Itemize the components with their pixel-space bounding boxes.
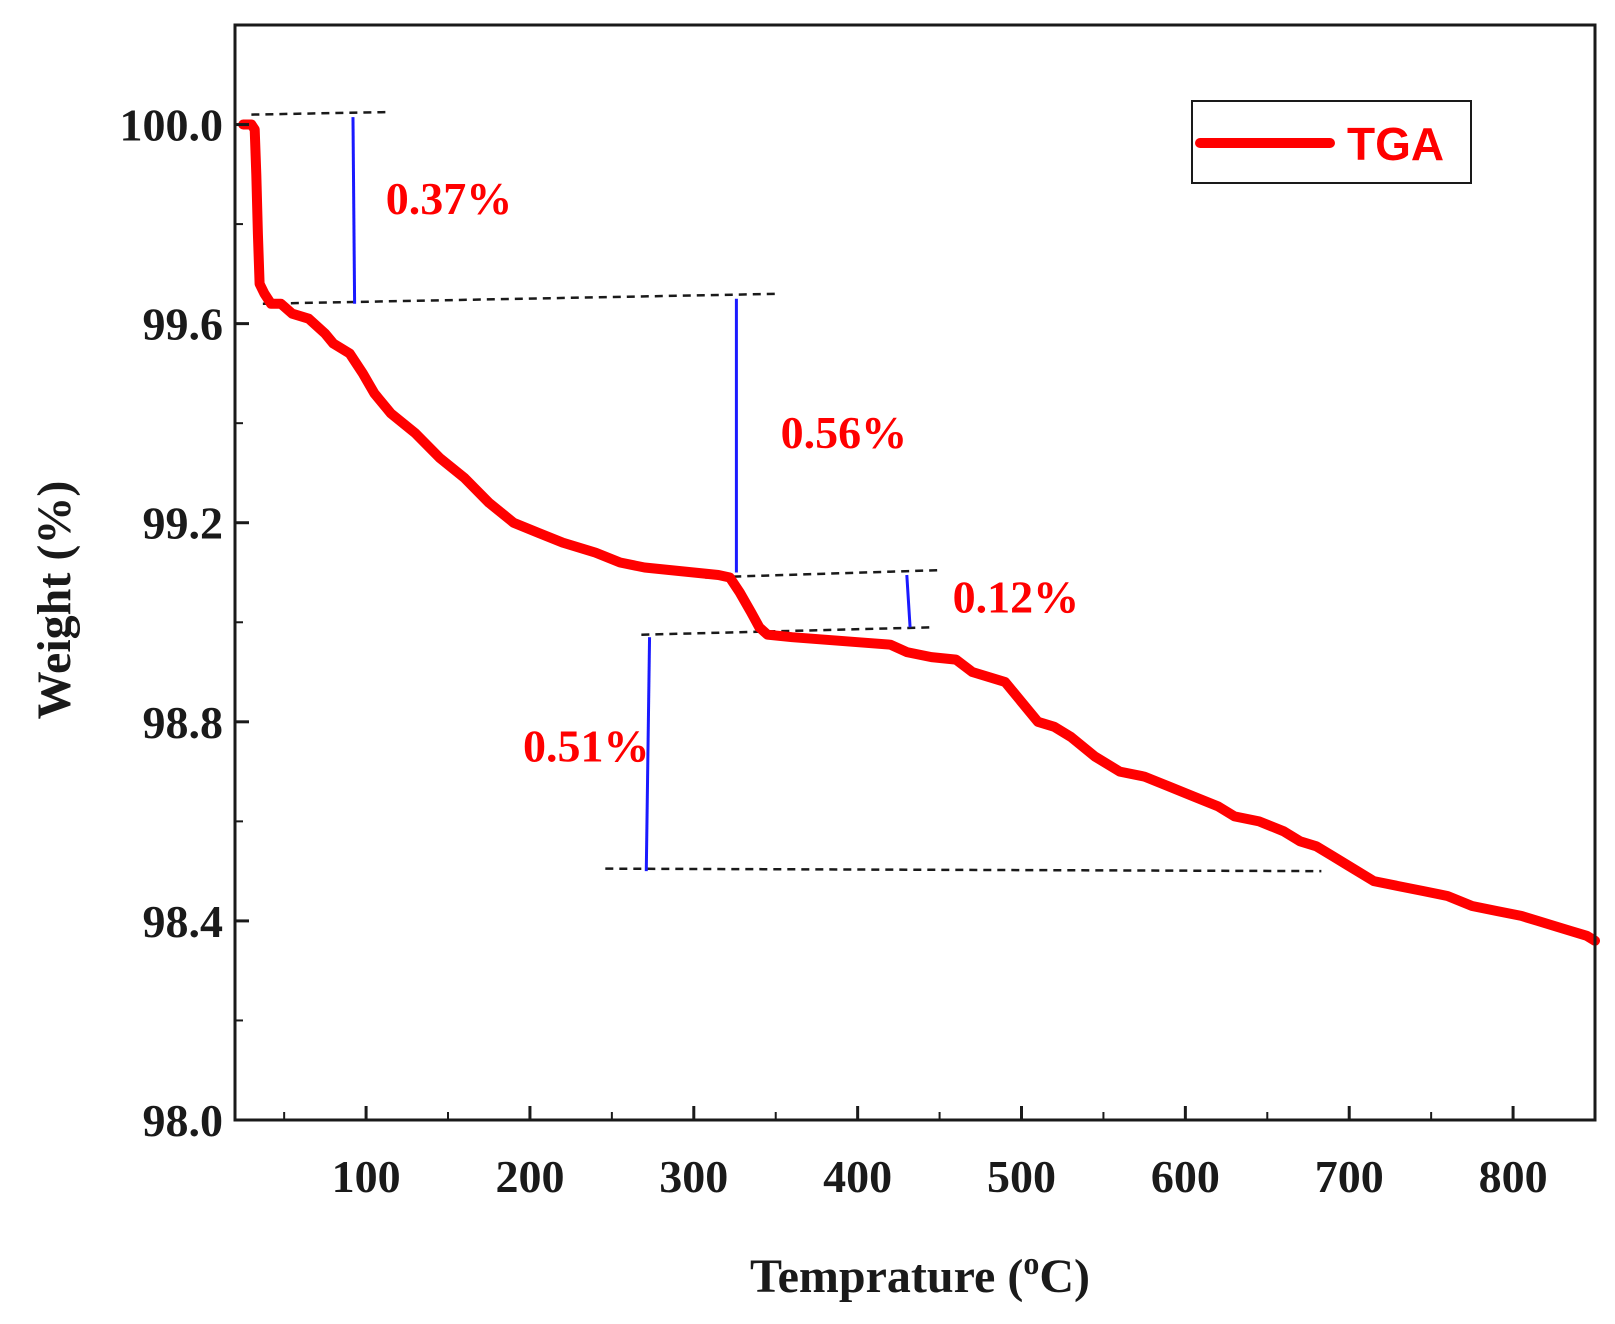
step-marker-3 xyxy=(905,574,912,628)
y-axis-title: Weight (%) xyxy=(28,481,81,720)
reference-line-1 xyxy=(251,110,388,116)
annotations: 0.37% 0.56% 0.12% 0.51% xyxy=(386,173,1080,772)
x-axis-title: Temprature (oC) xyxy=(750,1245,1090,1303)
x-tick-label-500: 500 xyxy=(987,1151,1056,1202)
x-tick-label-400: 400 xyxy=(823,1151,892,1202)
reference-line-2 xyxy=(262,292,781,305)
plot-frame xyxy=(233,23,1597,1122)
step-marker-1 xyxy=(351,117,357,304)
x-tick-label-700: 700 xyxy=(1315,1151,1384,1202)
x-tick-label-100: 100 xyxy=(332,1151,401,1202)
annotation-2: 0.56% xyxy=(781,407,908,458)
reference-line-4 xyxy=(641,626,935,636)
y-tick-label-0: 98.0 xyxy=(143,1095,224,1146)
grid-layer xyxy=(251,110,1322,873)
y-tick-label-2: 98.8 xyxy=(143,697,224,748)
y-tick-label-4: 99.6 xyxy=(143,299,224,350)
step-marker-4 xyxy=(644,637,652,872)
reference-line-3 xyxy=(705,568,943,579)
x-axis-title-degree: o xyxy=(1023,1245,1039,1281)
x-axis-title-unit: C) xyxy=(1039,1250,1090,1303)
data-layer xyxy=(238,119,1600,946)
series-line-tga xyxy=(238,119,1600,946)
markers-layer xyxy=(351,117,912,872)
y-tick-label-5: 100.0 xyxy=(120,100,224,151)
x-tick-label-600: 600 xyxy=(1151,1151,1220,1202)
annotation-4: 0.51% xyxy=(523,721,650,772)
x-tick-label-800: 800 xyxy=(1479,1151,1548,1202)
annotation-3: 0.12% xyxy=(953,571,1080,622)
y-axis: 98.0 98.4 98.8 99.2 99.6 100.0 xyxy=(120,100,249,1146)
y-tick-label-1: 98.4 xyxy=(143,896,224,947)
x-tick-label-200: 200 xyxy=(495,1151,564,1202)
legend-label: TGA xyxy=(1347,118,1444,170)
legend: TGA xyxy=(1191,100,1472,184)
x-axis: 100 200 300 400 500 600 700 800 xyxy=(283,1106,1548,1202)
x-tick-label-300: 300 xyxy=(659,1151,728,1202)
reference-line-5 xyxy=(605,867,1322,873)
x-axis-title-main: Temprature ( xyxy=(750,1250,1023,1303)
y-tick-label-3: 99.2 xyxy=(143,498,224,549)
annotation-1: 0.37% xyxy=(386,173,512,224)
